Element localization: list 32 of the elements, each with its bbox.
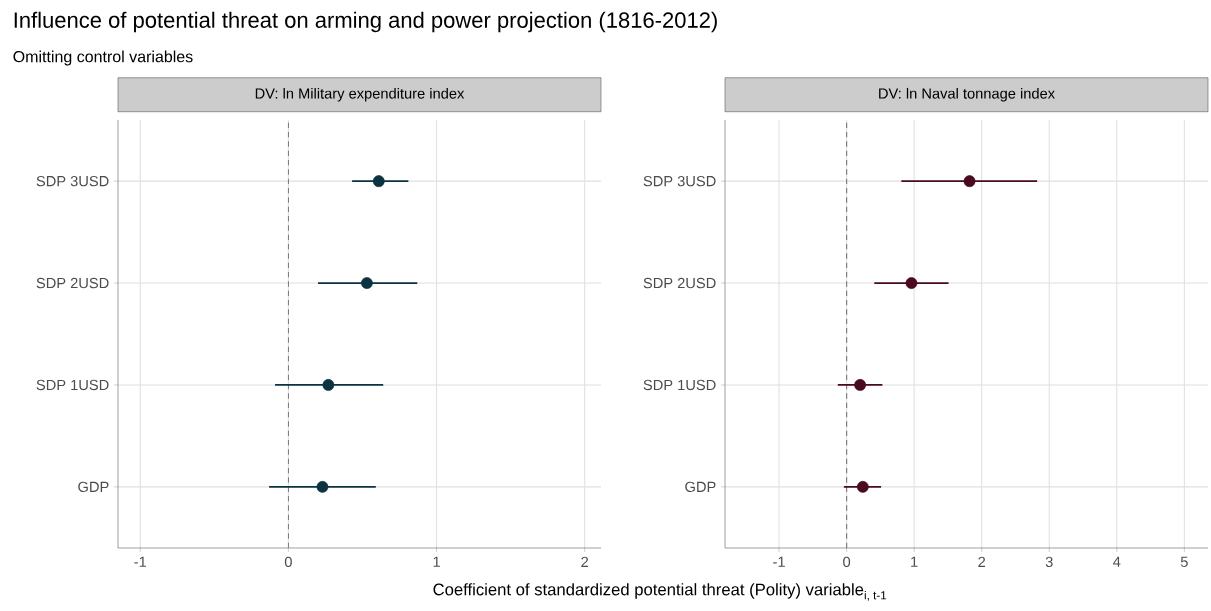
x-tick-label: 0 <box>284 556 292 568</box>
y-tick-label: SDP 2USD <box>36 277 109 289</box>
y-tick-label: SDP 1USD <box>643 379 716 391</box>
point <box>905 277 918 289</box>
x-tick-label: 5 <box>1180 556 1188 567</box>
point <box>361 277 373 289</box>
point <box>856 480 869 493</box>
x-axis-title: $\text{Coefficient of standardized potential threat (Polity) variable}_{\text{i, t-1}}$ <box>433 583 887 601</box>
x-tick-label: 2 <box>581 556 589 567</box>
y-tick-label: GDP <box>78 481 109 493</box>
point <box>372 175 385 188</box>
chart-title: DV: ln Military expenditure index <box>255 87 465 102</box>
point <box>316 480 329 493</box>
x-tick-label: 4 <box>1113 556 1121 567</box>
x-tick-label: 1 <box>433 556 440 567</box>
x-tick-label: -1 <box>134 556 147 567</box>
y-tick-label: GDP <box>685 481 716 493</box>
x-tick-label: 2 <box>978 556 986 567</box>
y-tick-label: SDP 3USD <box>36 175 109 187</box>
x-tick-label: 3 <box>1045 556 1053 568</box>
point <box>322 379 335 391</box>
y-tick-label: SDP 2USD <box>643 277 716 289</box>
point <box>854 379 866 391</box>
y-tick-label: SDP 3USD <box>643 175 716 187</box>
text: Influence of potential threat on arming and power projection (1816-2012) <box>14 11 717 33</box>
x-tick-label: 0 <box>843 556 851 568</box>
text: Omitting control variables <box>13 50 193 66</box>
point <box>963 175 976 188</box>
x-tick-label: -1 <box>773 556 785 567</box>
y-tick-label: SDP 1USD <box>36 379 109 391</box>
chart-title: DV: ln Naval tonnage index <box>879 87 1055 102</box>
x-tick-label: 1 <box>911 556 918 567</box>
